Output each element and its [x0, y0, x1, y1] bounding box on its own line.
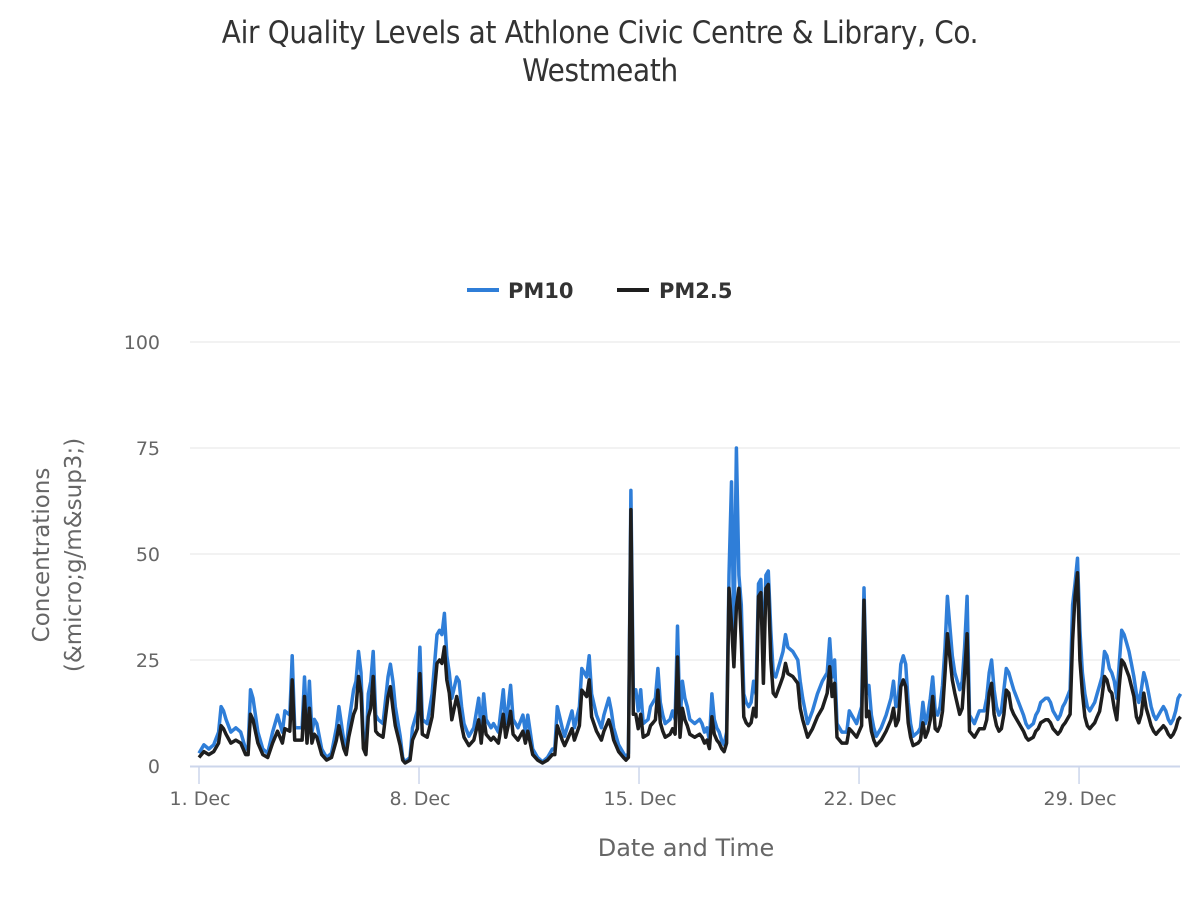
x-tick-label: 22. Dec	[824, 788, 897, 810]
x-axis-title: Date and Time	[598, 834, 775, 862]
x-tick-label: 15. Dec	[604, 788, 677, 810]
x-tick-label: 29. Dec	[1044, 788, 1117, 810]
chart-title-line-2: Westmeath	[522, 53, 678, 89]
y-tick-label: 0	[148, 756, 160, 778]
chart-title: Air Quality Levels at Athlone Civic Cent…	[100, 14, 1100, 90]
series-pm25-line[interactable]	[197, 507, 1182, 765]
y-tick-label: 50	[136, 544, 160, 566]
y-tick-label: 75	[136, 438, 160, 460]
x-tick-label: 1. Dec	[170, 788, 231, 810]
chart-title-line-1: Air Quality Levels at Athlone Civic Cent…	[221, 15, 979, 51]
y-axis-title-line: Concentrations	[29, 468, 55, 643]
y-tick-label: 25	[136, 650, 160, 672]
y-axis-title-line: (&micro;g/m&sup3;)	[61, 438, 87, 672]
legend-item-pm25[interactable]: PM2.5	[659, 279, 733, 303]
y-tick-label: 100	[124, 332, 160, 354]
legend-item-pm10[interactable]: PM10	[508, 279, 574, 303]
x-tick-label: 8. Dec	[390, 788, 451, 810]
y-axis-title: Concentrations (&micro;g/m&sup3;)	[29, 438, 87, 672]
series-pm10-line[interactable]	[197, 446, 1183, 764]
